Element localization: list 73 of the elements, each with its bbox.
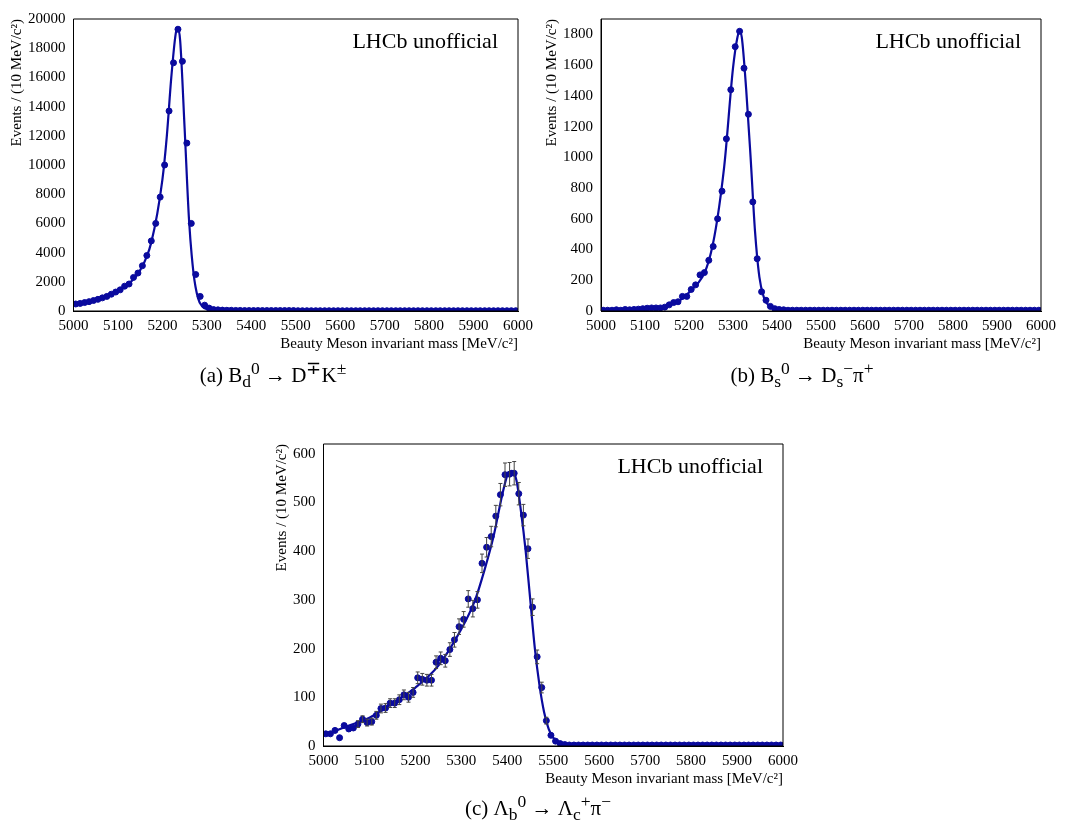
y-tick-label: 14000	[28, 97, 66, 114]
x-tick-label: 5700	[894, 316, 924, 333]
text: (c) Λ$_{b}$$^{0}$ → Λ$_{c}$$^{+}$π$^{−}$	[463, 791, 613, 824]
y-axis-title: Events / (10 MeV/c²)	[272, 444, 290, 572]
x-tick-label: 5900	[722, 751, 753, 768]
x-tick-label: 5600	[325, 316, 356, 333]
x-tick-label: 5000	[58, 316, 89, 333]
y-tick-label: 200	[293, 639, 316, 656]
y-tick-label: 400	[293, 542, 316, 559]
x-tick-label: 5400	[236, 316, 267, 333]
x-tick-label: 5100	[102, 316, 133, 333]
x-tick-label: 5700	[369, 316, 400, 333]
y-tick-label: 300	[293, 590, 316, 607]
x-tick-label: 5500	[538, 751, 569, 768]
y-tick-label: 0	[585, 301, 593, 318]
x-axis-title: Beauty Meson invariant mass [MeV/c²]	[280, 334, 518, 351]
x-tick-label: 5300	[446, 751, 477, 768]
y-tick-label: 10000	[28, 155, 66, 172]
y-tick-label: 800	[570, 178, 593, 195]
y-tick-label: 600	[570, 209, 593, 226]
y-tick-label: 600	[293, 444, 316, 461]
y-tick-label: 1200	[563, 117, 593, 134]
y-tick-label: 100	[293, 688, 316, 705]
x-tick-label: 5500	[806, 316, 836, 333]
x-tick-label: 5800	[414, 316, 445, 333]
annotation: LHCb unofficial	[875, 27, 1021, 53]
x-tick-label: 5300	[718, 316, 748, 333]
y-tick-label: 500	[293, 493, 316, 510]
y-tick-label: 4000	[35, 243, 66, 260]
x-tick-label: 5000	[308, 751, 339, 768]
y-tick-label: 0	[308, 736, 316, 753]
x-tick-label: 5500	[280, 316, 311, 333]
x-tick-label: 6000	[503, 316, 533, 333]
x-tick-label: 6000	[1026, 316, 1056, 333]
x-tick-label: 5800	[938, 316, 968, 333]
x-tick-label: 5600	[584, 751, 615, 768]
x-tick-label: 5900	[458, 316, 489, 333]
x-tick-label: 5400	[762, 316, 792, 333]
annotation: LHCb unofficial	[352, 27, 498, 53]
y-axis-title: Events / (10 MeV/c²)	[542, 19, 560, 147]
x-tick-label: 5600	[850, 316, 880, 333]
y-tick-label: 6000	[35, 214, 66, 231]
text: (b) B$_{s}$$^{0}$ → D$_{s}$$^{−}$π$^{+}$	[729, 358, 875, 393]
y-tick-label: 200	[570, 271, 593, 288]
text: (a) B$_{d}$$^{0}$ → D$^{∓}$K$^{±}$	[198, 358, 348, 393]
x-tick-label: 5100	[354, 751, 385, 768]
x-tick-label: 5000	[586, 316, 616, 333]
x-tick-label: 5700	[630, 751, 661, 768]
y-tick-label: 20000	[28, 9, 66, 26]
y-tick-label: 1600	[563, 56, 593, 73]
y-tick-label: 16000	[28, 68, 66, 85]
x-tick-label: 5200	[674, 316, 704, 333]
x-axis-title: Beauty Meson invariant mass [MeV/c²]	[803, 334, 1041, 351]
y-tick-label: 1800	[563, 25, 593, 42]
x-tick-label: 5200	[400, 751, 431, 768]
y-tick-label: 1400	[563, 86, 593, 103]
x-tick-label: 5800	[676, 751, 707, 768]
x-tick-label: 5900	[982, 316, 1012, 333]
annotation: LHCb unofficial	[617, 452, 763, 478]
x-tick-label: 6000	[768, 751, 798, 768]
y-tick-label: 1000	[563, 148, 593, 165]
x-tick-label: 5400	[492, 751, 523, 768]
y-tick-label: 0	[58, 301, 66, 318]
y-tick-label: 18000	[28, 39, 66, 56]
y-tick-label: 400	[570, 240, 593, 257]
y-tick-label: 2000	[35, 272, 66, 289]
y-axis-title: Events / (10 MeV/c²)	[7, 19, 25, 147]
x-axis-title: Beauty Meson invariant mass [MeV/c²]	[545, 769, 783, 786]
x-tick-label: 5300	[191, 316, 222, 333]
x-tick-label: 5100	[630, 316, 660, 333]
y-tick-label: 12000	[28, 126, 66, 143]
y-tick-label: 8000	[35, 185, 66, 202]
x-tick-label: 5200	[147, 316, 178, 333]
